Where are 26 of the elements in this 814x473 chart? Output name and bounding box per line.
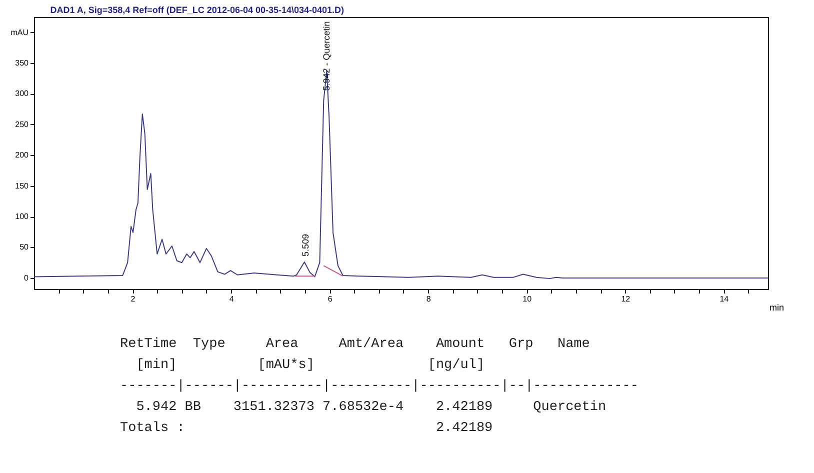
x-tick-label: 4 (229, 294, 234, 304)
x-tick-label: 2 (130, 294, 136, 304)
text: -------|------|----------|----------|----------|--|------------- (120, 379, 638, 394)
x-axis-title: min (770, 302, 784, 312)
line-series (34, 70, 768, 280)
y-tick-label: 250 (15, 120, 30, 129)
y-tick-label: 50 (20, 242, 30, 252)
y-tick-label: 300 (15, 89, 30, 98)
x-tick-label: 8 (426, 294, 432, 304)
y-tick-label: 350 (15, 58, 30, 68)
y-tick-label: 0 (24, 273, 30, 282)
y-tick-label: 100 (15, 212, 30, 222)
x-tick-label: 10 (522, 294, 532, 304)
annotation: 5.942 - Quercetin (322, 21, 332, 91)
text: RetTime Type Area Amt/Area Amount Grp Name (120, 337, 590, 352)
y-tick-label: 200 (15, 150, 30, 160)
x-tick-label: 14 (720, 294, 730, 304)
annotation: 5.509 (300, 234, 310, 257)
x-tick-label: 6 (328, 294, 333, 304)
text: 5.942 BB 3151.32373 7.68532e-4 2.42189 Quercetin (136, 400, 606, 415)
text: [min] [mAU*s] [ng/ul] (136, 358, 485, 373)
y-tick-label: 150 (15, 181, 30, 190)
text: Totals : 2.42189 (120, 421, 493, 436)
x-tick-label: 12 (621, 294, 631, 304)
chart-title: DAD1 A, Sig=358,4 Ref=off (DEF_LC 2012-06-04 00-35-14\034-0401.D) (50, 5, 344, 15)
y-tick-label: mAU (10, 28, 29, 37)
